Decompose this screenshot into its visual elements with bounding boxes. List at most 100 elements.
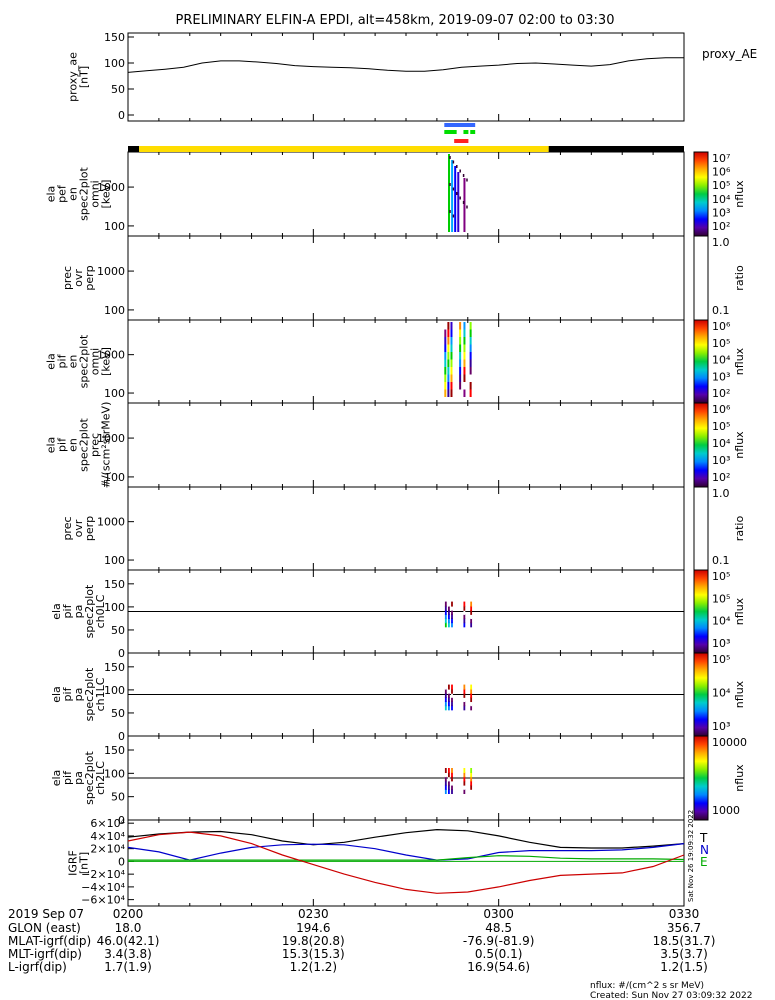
proxy_ae-ylabel: proxy_ae: [67, 52, 80, 102]
ela-pif-omni-data-mark: [447, 352, 450, 360]
ela-pif-omni-data-mark: [444, 359, 447, 367]
ela-pef-data-mark: [462, 174, 465, 177]
ela_pif_pa_spec2plot_ch1LC-data-mark: [444, 701, 447, 707]
ela_pif_pa_spec2plot_ch1LC-data-mark: [444, 697, 447, 703]
ela-pif-omni-data-mark: [469, 374, 472, 382]
panel-igrf: IGRF[nT]−6×10⁴−4×10⁴−2×10⁴02×10⁴4×10⁴6×1…: [67, 810, 709, 907]
ela-pif-omni-data-mark: [469, 382, 472, 390]
ela_pif_pa_spec2plot_ch1LC-data-mark: [470, 684, 473, 690]
prec_ovr_perp_1-frame: [127, 235, 685, 321]
created-note: Created: Sun Nov 27 03:09:32 2022: [590, 991, 752, 1000]
ela-pif-omni-data-mark: [463, 359, 466, 367]
ela-pif-omni-data-mark: [463, 352, 466, 360]
ela-pif-omni-data-mark: [447, 322, 450, 330]
ephemeris-value: 19.8(20.8): [282, 934, 345, 948]
ela-pif-omni-data-mark: [463, 382, 466, 390]
ela_pif_pa_spec2plot_ch1LC-ytick-label: 0: [118, 730, 125, 743]
xaxis-tick-label: 0200: [113, 907, 144, 921]
ela_pif_en_spec2plot_prec-colorbar-label: nflux: [733, 431, 746, 459]
panels: proxy_ae[nT]050100150proxy_AEelapefenspe…: [45, 31, 758, 907]
ela_pif_pa_spec2plot_ch0LC-ytick-label: 100: [104, 601, 125, 614]
ephemeris-value: 0.5(0.1): [475, 947, 523, 961]
ela_pef_en_spec2plot_omni-ylabel: ela: [45, 186, 58, 203]
ela-pif-omni-data-mark: [469, 329, 472, 337]
science-zone-timeline: [128, 123, 684, 152]
igrf-legend-N: N: [700, 843, 709, 857]
ela-pif-omni-data-mark: [450, 337, 453, 345]
ela_pif_pa_spec2plot_ch0LC-data-mark: [470, 601, 473, 607]
panel-ela_pef_en_spec2plot_omni: elapefenspec2plotomni[keV]100100010²10³1…: [45, 151, 746, 237]
ela_pif_pa_spec2plot_ch0LC-data-mark: [451, 609, 453, 615]
ela-pif-omni-data-mark: [469, 337, 472, 345]
ela_pif_pa_spec2plot_ch0LC-data-mark: [451, 618, 453, 624]
ela_pif_pa_spec2plot_ch2LC-colorbar-label: nflux: [733, 764, 746, 792]
ela_pef_en_spec2plot_omni-ytick-label: 1000: [97, 181, 125, 194]
figure-title: PRELIMINARY ELFIN-A EPDI, alt=458km, 201…: [176, 13, 615, 28]
prec_ovr_perp_2-ytick-label: 1000: [97, 516, 125, 529]
ela-pif-omni-data-mark: [463, 329, 466, 337]
ephemeris-value: -76.9(-81.9): [463, 934, 534, 948]
igrf-ytick-label: −6×10⁴: [81, 894, 125, 907]
timeline-strip: [470, 130, 476, 134]
ela-pif-omni-data-mark: [463, 344, 466, 352]
ela_pif_pa_spec2plot_ch1LC-colorbar-tick: 10⁵: [712, 653, 730, 666]
ela-pef-data-mark: [459, 196, 461, 200]
prec_ovr_perp_2-ylabel: perp: [83, 516, 96, 541]
ela_pif_pa_spec2plot_ch0LC-colorbar-tick: 10⁴: [712, 615, 731, 628]
ela_pif_pa_spec2plot_ch1LC-ytick-label: 150: [104, 661, 125, 674]
ela_pif_pa_spec2plot_ch0LC-ylabel: pa: [72, 605, 85, 619]
ela-pif-omni-data-mark: [459, 344, 462, 352]
ela_pif_pa_spec2plot_ch2LC-data-mark: [463, 784, 466, 790]
igrf-ytick-label: 6×10⁴: [90, 817, 125, 830]
ela_pif_en_spec2plot_omni-colorbar: [693, 319, 709, 404]
xaxis-tick-label: 0330: [669, 907, 700, 921]
ela_pif_pa_spec2plot_ch0LC-data-mark: [470, 609, 473, 615]
ephemeris-value: 16.9(54.6): [467, 960, 530, 974]
ela_pif_pa_spec2plot_ch0LC-data-mark: [463, 601, 466, 607]
ela_pif_pa_spec2plot_ch1LC-data-mark: [448, 697, 450, 703]
ela-pef-data-mark: [466, 205, 468, 209]
ela_pif_pa_spec2plot_ch0LC-ytick-label: 150: [104, 578, 125, 591]
proxy_ae-ytick-label: 0: [118, 109, 125, 122]
igrf-ylabel: [nT]: [78, 852, 91, 874]
ela-pif-omni-data-mark: [463, 337, 466, 345]
ela_pef_en_spec2plot_omni-colorbar-tick: 10⁵: [712, 179, 730, 192]
ela_pif_pa_spec2plot_ch2LC-data-mark: [444, 768, 447, 773]
ela_pif_en_spec2plot_omni-ylabel: spec2plot: [78, 334, 91, 388]
ela_pif_pa_spec2plot_ch2LC-data-mark: [448, 784, 450, 790]
xaxis-header: 2019 Sep 07: [8, 907, 84, 921]
ela_pif_pa_spec2plot_ch0LC-ylabel: ch0LC: [94, 594, 107, 628]
ela_pif_en_spec2plot_omni-ylabel: [keV]: [100, 347, 113, 376]
ela_pif_en_spec2plot_prec-colorbar-tick: 10⁶: [712, 403, 731, 416]
ela_pif_pa_spec2plot_ch1LC-ylabel: ch1LC: [94, 677, 107, 711]
ela_pif_pa_spec2plot_ch2LC-data-mark: [448, 776, 450, 782]
prec_ovr_perp_2-ylabel: prec: [61, 516, 74, 540]
ela_pif_pa_spec2plot_ch1LC-data-mark: [444, 692, 447, 698]
ela_pif_pa_spec2plot_ch1LC-data-mark: [463, 705, 466, 711]
ephemeris-value: 1.2(1.2): [290, 960, 338, 974]
science-zone-bar: [128, 146, 140, 152]
ephemeris-value: 1.2(1.5): [660, 960, 708, 974]
ela_pif_pa_spec2plot_ch1LC-data-mark: [444, 688, 447, 694]
ela_pif_pa_spec2plot_ch0LC-data-mark: [463, 622, 466, 628]
ela_pif_pa_spec2plot_ch2LC-data-mark: [463, 789, 466, 794]
ela-pif-omni-data-mark: [444, 367, 447, 375]
ela_pif_en_spec2plot_prec-colorbar: [693, 402, 709, 488]
ela_pif_pa_spec2plot_ch0LC-data-mark: [444, 618, 447, 624]
ela_pif_en_spec2plot_omni-colorbar-tick: 10²: [712, 387, 730, 400]
ela_pif_pa_spec2plot_ch0LC-data-mark: [463, 605, 466, 611]
ela_pif_pa_spec2plot_ch0LC-data-mark: [444, 609, 447, 615]
ela-pif-omni-data-mark: [469, 352, 472, 360]
ela_pef_en_spec2plot_omni-ytick-label: 100: [104, 220, 125, 233]
ela-pif-omni-data-mark: [450, 389, 453, 397]
ela-pif-omni-data-mark: [444, 322, 447, 330]
ela_pif_pa_spec2plot_ch2LC-data-mark: [470, 768, 473, 773]
igrf-ytick-label: 2×10⁴: [90, 843, 125, 856]
ela_pif_pa_spec2plot_ch2LC-ytick-label: 150: [104, 744, 125, 757]
ela_pif_pa_spec2plot_ch2LC-ylabel: ch2LC: [94, 761, 107, 795]
ephemeris-label: MLT-igrf(dip): [8, 947, 82, 961]
proxy-ae-legend: proxy_AE: [702, 47, 757, 61]
ela-pif-omni-data-mark: [444, 344, 447, 352]
